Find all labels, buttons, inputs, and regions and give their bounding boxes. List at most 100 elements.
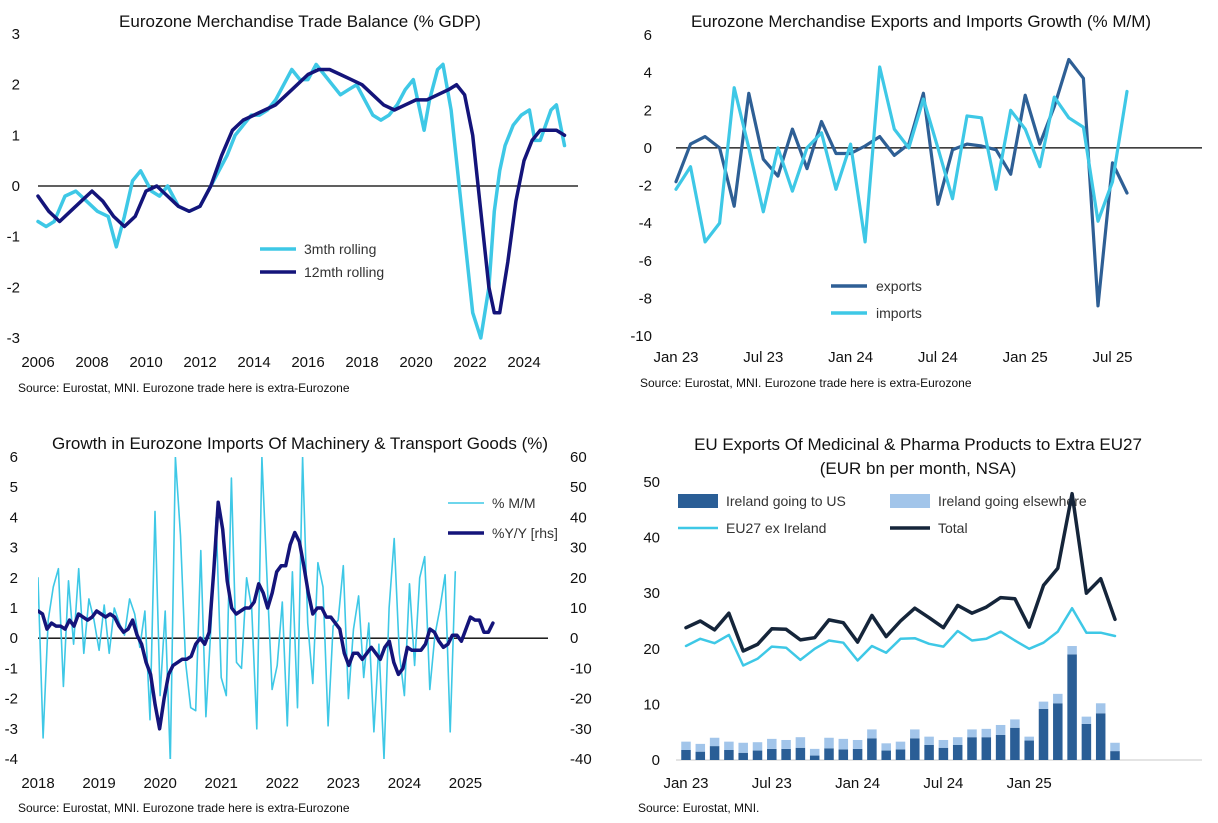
bar-ireland-elsewhere xyxy=(809,748,820,756)
bar-ireland-elsewhere xyxy=(695,743,706,752)
y-tick-label: -1 xyxy=(5,660,18,677)
legend-label-yy: %Y/Y [rhs] xyxy=(492,525,558,541)
x-tick-label: Jul 24 xyxy=(918,349,958,366)
y-tick-label: -4 xyxy=(639,215,652,232)
bar-ireland-us xyxy=(1110,751,1120,760)
x-tick-label: Jan 24 xyxy=(828,349,873,366)
bar-ireland-us xyxy=(910,738,920,760)
bar-ireland-us xyxy=(838,749,849,760)
bar-ireland-elsewhere xyxy=(1095,703,1106,714)
x-tick-label: 2019 xyxy=(82,775,115,792)
chart-source: Source: Eurostat, MNI. Eurozone trade he… xyxy=(640,376,972,390)
bar-ireland-us xyxy=(724,749,734,760)
bar-ireland-us xyxy=(681,749,691,760)
y-tick-label: 40 xyxy=(643,530,660,547)
bar-ireland-us xyxy=(967,737,977,760)
x-tick-label: 2010 xyxy=(129,354,162,371)
y-tick-label: -8 xyxy=(639,290,652,307)
chart-source: Source: Eurostat, MNI. xyxy=(638,801,759,815)
series-line xyxy=(36,62,567,340)
x-tick-label: Jan 23 xyxy=(653,349,698,366)
series-line xyxy=(684,491,1117,653)
y-tick-label: 20 xyxy=(643,641,660,658)
y-tick-label: 2 xyxy=(12,77,20,94)
x-tick-label: 2006 xyxy=(21,354,54,371)
x-tick-label: Jul 23 xyxy=(752,775,792,792)
x-tick-label: 2018 xyxy=(21,775,54,792)
y-tick-label: 6 xyxy=(644,27,652,44)
y-tick-label: -1 xyxy=(7,229,20,246)
legend-label-ireland-us: Ireland going to US xyxy=(726,493,846,509)
y-tick-label: 3 xyxy=(12,26,20,43)
chart-title: Growth in Eurozone Imports Of Machinery … xyxy=(52,434,548,453)
bar-ireland-us xyxy=(824,748,834,760)
bar-ireland-elsewhere xyxy=(981,728,992,738)
bar-ireland-elsewhere xyxy=(967,729,977,738)
chart-source: Source: Eurostat, MNI. Eurozone trade he… xyxy=(18,381,350,395)
legend-label-ireland-elsewhere: Ireland going elsewhere xyxy=(938,493,1087,509)
bar-ireland-elsewhere xyxy=(1067,646,1077,655)
y-tick-label: -4 xyxy=(5,751,18,768)
exports-imports-growth-chart: Eurozone Merchandise Exports and Imports… xyxy=(630,12,1202,390)
bar-ireland-us xyxy=(867,738,877,760)
series-line xyxy=(38,500,495,731)
pharma-exports-chart: EU Exports Of Medicinal & Pharma Product… xyxy=(638,435,1202,815)
x-tick-label: 2022 xyxy=(453,354,486,371)
y-tick-label: 0 xyxy=(12,178,20,195)
bar-ireland-elsewhere xyxy=(724,741,734,750)
x-tick-label: Jan 23 xyxy=(663,775,708,792)
bar-ireland-elsewhere xyxy=(1110,742,1120,752)
y-tick-label: -3 xyxy=(5,721,18,738)
y-tick-label: 4 xyxy=(644,65,652,82)
chart-subtitle: (EUR bn per month, NSA) xyxy=(820,459,1017,478)
chart-title: EU Exports Of Medicinal & Pharma Product… xyxy=(694,435,1142,454)
bar-ireland-us xyxy=(709,746,720,760)
chart-title: Eurozone Merchandise Trade Balance (% GD… xyxy=(119,12,481,31)
bar-ireland-elsewhere xyxy=(1038,701,1049,709)
bar-ireland-us xyxy=(809,755,820,760)
y-tick-label: -2 xyxy=(639,178,652,195)
series-line xyxy=(684,606,1117,667)
y2-tick-label: 20 xyxy=(570,570,587,587)
x-tick-label: 2020 xyxy=(399,354,432,371)
bar-ireland-elsewhere xyxy=(895,741,906,750)
bar-ireland-us xyxy=(1024,740,1034,760)
y-tick-label: 10 xyxy=(643,696,660,713)
y2-tick-label: -20 xyxy=(570,691,592,708)
y-tick-label: -3 xyxy=(7,330,20,347)
y-tick-label: 5 xyxy=(10,479,18,496)
bar-ireland-elsewhere xyxy=(681,741,691,750)
bar-ireland-us xyxy=(924,744,934,760)
trade-balance-chart: Eurozone Merchandise Trade Balance (% GD… xyxy=(7,12,578,395)
legend-label-exports: exports xyxy=(876,278,922,294)
y-tick-label: 50 xyxy=(643,474,660,491)
legend-swatch-ireland-elsewhere xyxy=(890,494,930,508)
bar-ireland-elsewhere xyxy=(852,739,863,749)
x-tick-label: 2018 xyxy=(345,354,378,371)
bar-ireland-elsewhere xyxy=(824,737,834,749)
bar-ireland-elsewhere xyxy=(910,729,920,739)
bar-ireland-elsewhere xyxy=(709,737,720,747)
x-tick-label: Jul 23 xyxy=(743,349,783,366)
x-tick-label: 2020 xyxy=(143,775,176,792)
bar-ireland-us xyxy=(938,747,949,760)
x-tick-label: 2012 xyxy=(183,354,216,371)
chart-source: Source: Eurostat, MNI. Eurozone trade he… xyxy=(18,801,350,815)
y2-tick-label: -30 xyxy=(570,721,592,738)
bar-ireland-elsewhere xyxy=(838,738,849,750)
legend-label-eu27: EU27 ex Ireland xyxy=(726,520,826,536)
bar-ireland-us xyxy=(695,751,706,760)
y2-tick-label: 0 xyxy=(570,630,578,647)
y-tick-label: 2 xyxy=(10,570,18,587)
x-tick-label: Jan 25 xyxy=(1003,349,1048,366)
bar-ireland-elsewhere xyxy=(1024,736,1034,741)
bar-ireland-us xyxy=(881,750,891,760)
bar-ireland-us xyxy=(981,737,992,760)
y2-tick-label: -40 xyxy=(570,751,592,768)
bar-ireland-elsewhere xyxy=(938,739,949,748)
bar-ireland-elsewhere xyxy=(924,736,934,745)
bar-ireland-us xyxy=(1038,708,1049,760)
y2-tick-label: 60 xyxy=(570,449,587,466)
machinery-imports-growth-chart: Growth in Eurozone Imports Of Machinery … xyxy=(5,434,592,815)
